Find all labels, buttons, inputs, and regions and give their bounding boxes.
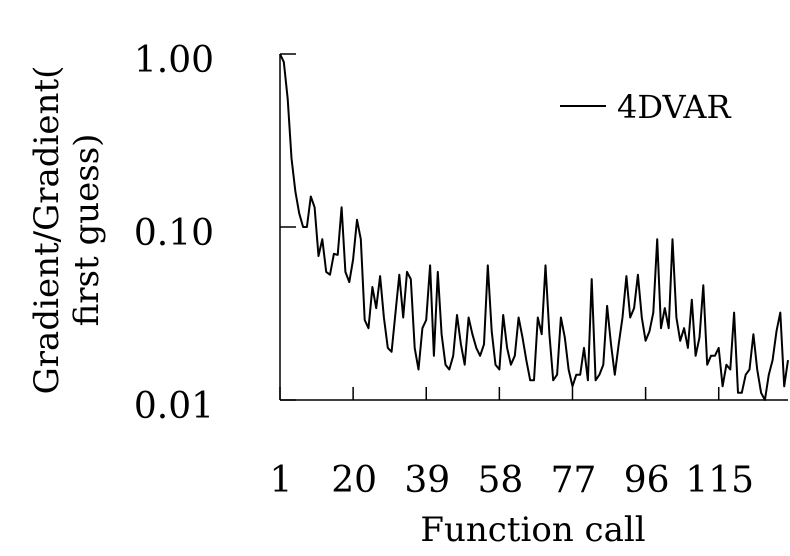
x-tick-label: 115 — [685, 460, 754, 501]
x-tick-label: 20 — [331, 460, 377, 501]
y-axis-title: Gradient/Gradient( first guess) — [27, 66, 107, 395]
x-tick-label: 77 — [551, 460, 597, 501]
y-tick-label: 0.01 — [134, 386, 214, 427]
x-tick-label: 1 — [270, 460, 293, 501]
legend: 4DVAR — [560, 88, 732, 126]
y-tick-label: 0.10 — [134, 213, 214, 254]
x-tick-label: 58 — [477, 460, 523, 501]
plot-area: 1.00 0.10 0.01 1 20 39 58 77 96 115 — [134, 40, 789, 501]
legend-label-4dvar: 4DVAR — [617, 88, 732, 126]
y-axis-title-line-2: first guess) — [67, 134, 107, 327]
x-axis-title: Function call — [420, 510, 645, 550]
y-axis-title-line-1: Gradient/Gradient( — [27, 66, 67, 395]
y-tick-label: 1.00 — [134, 40, 214, 81]
x-tick-label: 96 — [624, 460, 670, 501]
series-line-4dvar — [279, 53, 789, 401]
x-tick-label: 39 — [404, 460, 450, 501]
